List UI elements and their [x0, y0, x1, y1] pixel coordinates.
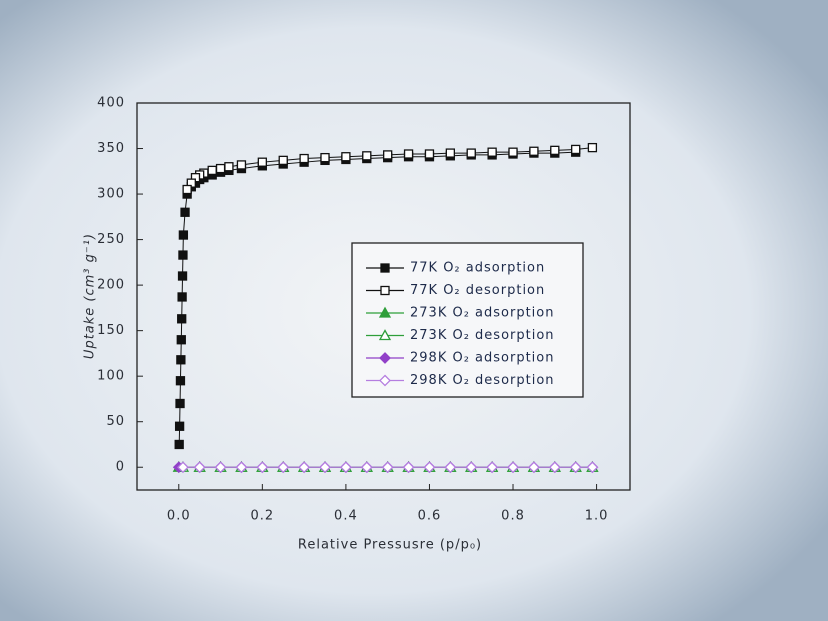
- x-tick-label: 0.4: [334, 509, 358, 524]
- legend-marker: [378, 329, 392, 341]
- point: [175, 376, 186, 386]
- point: [383, 150, 393, 160]
- point: [339, 461, 352, 474]
- legend-label: 273K O₂ adsorption: [410, 306, 555, 321]
- point: [586, 461, 599, 474]
- point: [527, 461, 540, 474]
- point: [487, 147, 497, 157]
- point: [320, 152, 330, 163]
- legend-label: 77K O₂ desorption: [410, 283, 545, 298]
- point: [278, 155, 288, 166]
- legend-label: 298K O₂ adsorption: [410, 351, 555, 366]
- point: [424, 149, 435, 159]
- point: [548, 461, 561, 474]
- point: [177, 292, 187, 302]
- y-tick-label: 350: [97, 141, 125, 156]
- legend-marker: [379, 352, 391, 364]
- y-tick-label: 300: [97, 187, 125, 202]
- point: [465, 461, 478, 474]
- point: [277, 461, 290, 474]
- point: [174, 421, 185, 431]
- point: [236, 160, 247, 170]
- point: [178, 230, 189, 240]
- point: [507, 461, 519, 474]
- point: [177, 271, 188, 281]
- point: [508, 147, 518, 157]
- point: [550, 145, 560, 156]
- point: [299, 153, 309, 164]
- point: [341, 152, 351, 162]
- point: [176, 355, 186, 365]
- legend-box: [351, 242, 584, 398]
- point: [403, 149, 414, 159]
- y-tick-label: 150: [97, 323, 125, 338]
- legend-marker: [379, 374, 391, 387]
- y-tick-label: 100: [97, 369, 125, 384]
- point: [177, 314, 187, 324]
- point: [174, 439, 184, 450]
- point: [444, 461, 457, 474]
- point: [180, 207, 190, 217]
- x-tick-label: 0.8: [501, 509, 525, 524]
- point: [569, 461, 582, 474]
- point: [235, 461, 248, 474]
- y-tick-label: 50: [106, 414, 125, 429]
- point: [486, 461, 499, 474]
- legend: 77K O₂ adsorption 77K O₂ desorption 273K O…: [351, 242, 584, 398]
- point: [257, 157, 267, 167]
- y-tick-label: 0: [116, 460, 125, 475]
- legend-label: 298K O₂ desorption: [410, 373, 555, 388]
- x-axis-label: Relative Pressusre (p/p₀): [298, 538, 482, 553]
- point: [182, 184, 192, 195]
- point: [319, 461, 331, 474]
- legend-label: 273K O₂ desorption: [410, 328, 555, 343]
- point: [402, 461, 415, 474]
- point: [362, 151, 372, 161]
- y-tick-label: 400: [97, 96, 125, 111]
- point: [207, 165, 217, 176]
- point: [256, 461, 269, 474]
- x-tick-label: 0.2: [250, 509, 274, 524]
- y-tick-label: 250: [97, 232, 125, 247]
- point: [214, 461, 227, 474]
- point: [177, 461, 189, 474]
- point: [298, 461, 311, 474]
- point: [176, 335, 186, 345]
- plot-frame: [136, 102, 631, 491]
- y-axis-label: Uptake (cm³ g⁻¹): [83, 233, 98, 359]
- x-tick-label: 0.0: [167, 509, 191, 524]
- legend-label: 77K O₂ adsorption: [410, 261, 545, 276]
- point: [445, 148, 455, 158]
- point: [529, 146, 539, 156]
- y-tick-label: 200: [97, 278, 125, 293]
- point: [360, 461, 373, 474]
- x-tick-label: 0.6: [418, 509, 442, 524]
- point: [571, 144, 581, 155]
- point: [178, 250, 188, 260]
- point: [224, 162, 234, 172]
- point: [175, 398, 185, 409]
- legend-marker: [380, 263, 390, 273]
- point: [215, 163, 226, 174]
- x-tick-label: 1.0: [585, 509, 609, 524]
- legend-marker: [378, 306, 392, 318]
- point: [423, 461, 436, 474]
- point: [466, 148, 476, 158]
- point: [193, 461, 206, 474]
- point: [381, 461, 394, 474]
- legend-marker: [380, 285, 390, 296]
- point: [587, 142, 598, 153]
